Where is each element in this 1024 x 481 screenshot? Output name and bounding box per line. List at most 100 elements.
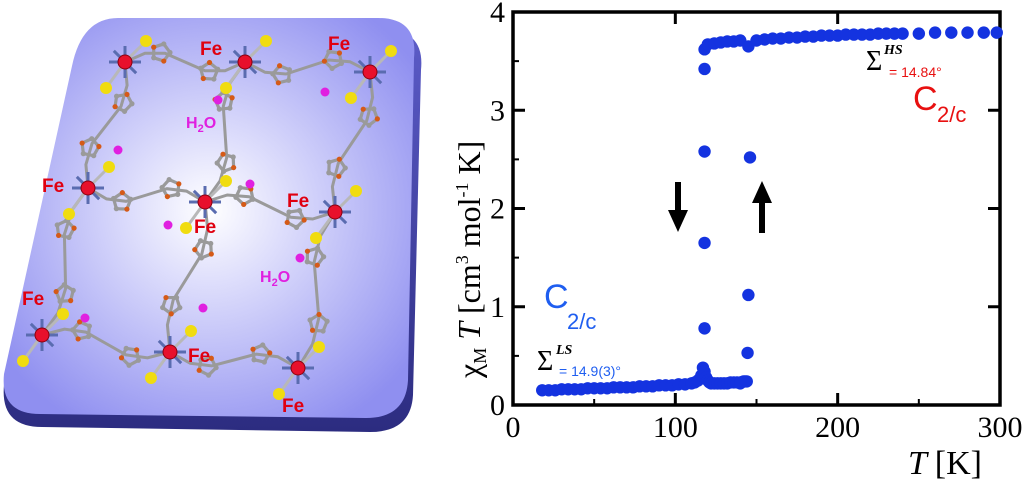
water-oxygen-1 [320,87,330,97]
sulfur-atom [260,35,272,47]
ligand-atom [71,225,77,231]
ls-phase-main: C [544,278,569,316]
sulfur-atom [220,82,232,94]
ligand-atom [75,336,81,342]
ligand-atom [55,232,62,239]
ligand-atom [326,159,332,165]
water-oxygen-0 [213,95,223,105]
x-tick-label-0: 0 [506,411,521,444]
ligand-atom [70,327,76,333]
ligand-atom [61,282,67,288]
ligand-atom [208,240,214,247]
ligand-atom [220,151,226,157]
ligand-atom [336,173,342,179]
sulfur-atom [180,222,192,234]
chi-t-chart: 0 100 200 300 0 1 2 3 4 Σ HS = 14.84° Σ LS = 14.… [451,0,1023,481]
ligand-atom [216,106,222,112]
fe-label-4: Fe [194,217,216,238]
ligand-atom [196,367,202,373]
data-point-0-82 [945,26,958,39]
iron-atom-1 [237,54,253,70]
fe-label-7: Fe [282,396,304,417]
ligand-atom [275,80,281,86]
ligand-atom [126,362,132,368]
ligand-atom [66,234,72,240]
ligand-atom [79,140,85,146]
sulfur-atom [220,175,232,187]
sulfur-atom [145,372,157,384]
sulfur-atom [310,232,322,244]
y-axis-label: χM T [cm3 mol-1 K] [451,141,490,379]
data-point-0-52 [698,62,711,76]
data-point-0-51 [698,145,711,158]
ligand-atom [112,104,118,110]
ligand-atom [374,116,380,122]
y-tick-label-3: 3 [490,94,505,127]
ligand-atom [286,67,292,73]
sulfur-atom [100,82,112,94]
ligand-chain-4 [330,71,375,213]
ligand-atom [167,49,173,56]
ligand-atom [213,365,219,371]
fe-labels: FeFeFeFeFeFeFeFeFe [22,34,350,417]
y-tick-label-0: 0 [490,389,505,422]
ligand-atom [70,287,76,293]
ligand-atom [326,49,332,55]
ligand-atom [286,209,292,215]
water-label-1: H2O [260,269,290,289]
data-point-0-47 [743,151,757,164]
data-point-0-80 [912,27,926,40]
data-point-0-50 [698,236,711,250]
ligand-atom [342,165,348,171]
water-oxygen-5 [295,253,305,263]
data-point-0-84 [977,26,990,39]
data-point-0-81 [928,26,942,39]
sulfur-atom [273,388,285,400]
svg-text:Σ: Σ [537,346,553,377]
ligand-chain-0 [124,51,246,73]
fe-label-0: Fe [200,39,222,60]
data-point-0-48 [734,377,747,390]
ligand-atom [304,259,310,265]
ligand-atom [91,153,97,159]
ligand-atom [301,217,307,223]
ligand-atom [128,196,134,202]
ligand-atom [293,224,300,230]
fe-label-5: Fe [22,289,44,310]
fe-label-1: Fe [328,34,350,55]
ligand-atom [121,108,128,114]
ligand-atom [192,247,198,253]
sulfur-atom [385,45,397,57]
ligand-atom [215,66,221,72]
ligand-atom [314,245,321,251]
ligand-atom [96,143,102,150]
ligand-atom [110,195,117,202]
ligand-atom [198,255,205,261]
ligand-chain-2 [84,61,129,189]
ligand-atom [208,251,214,257]
ligand-atom [118,355,125,361]
ligand-atom [324,318,330,324]
ligand-atom [286,77,292,83]
water-oxygen-2 [113,145,123,155]
ligand-chain-11 [169,350,299,370]
x-axis-label: T [K] [908,445,982,481]
ligand-atom [208,355,214,361]
ligand-atom [229,95,235,101]
ligand-atom [80,150,86,157]
hs-sub: = 14.84° [889,64,942,80]
ligand-atom [321,254,327,260]
axis-ticks [511,10,1002,407]
ligand-atom [198,65,204,71]
y-tick-label-2: 2 [490,193,505,226]
iron-atom-0 [117,54,133,70]
fe-label-3: Fe [287,191,309,212]
ligand-atom [214,160,220,166]
ligand-atom [314,262,320,268]
ligand-atom [89,136,95,142]
data-points [536,26,1003,397]
ligand-atom [77,319,83,325]
ligand-atom [151,44,157,50]
heating-arrow [752,181,772,233]
